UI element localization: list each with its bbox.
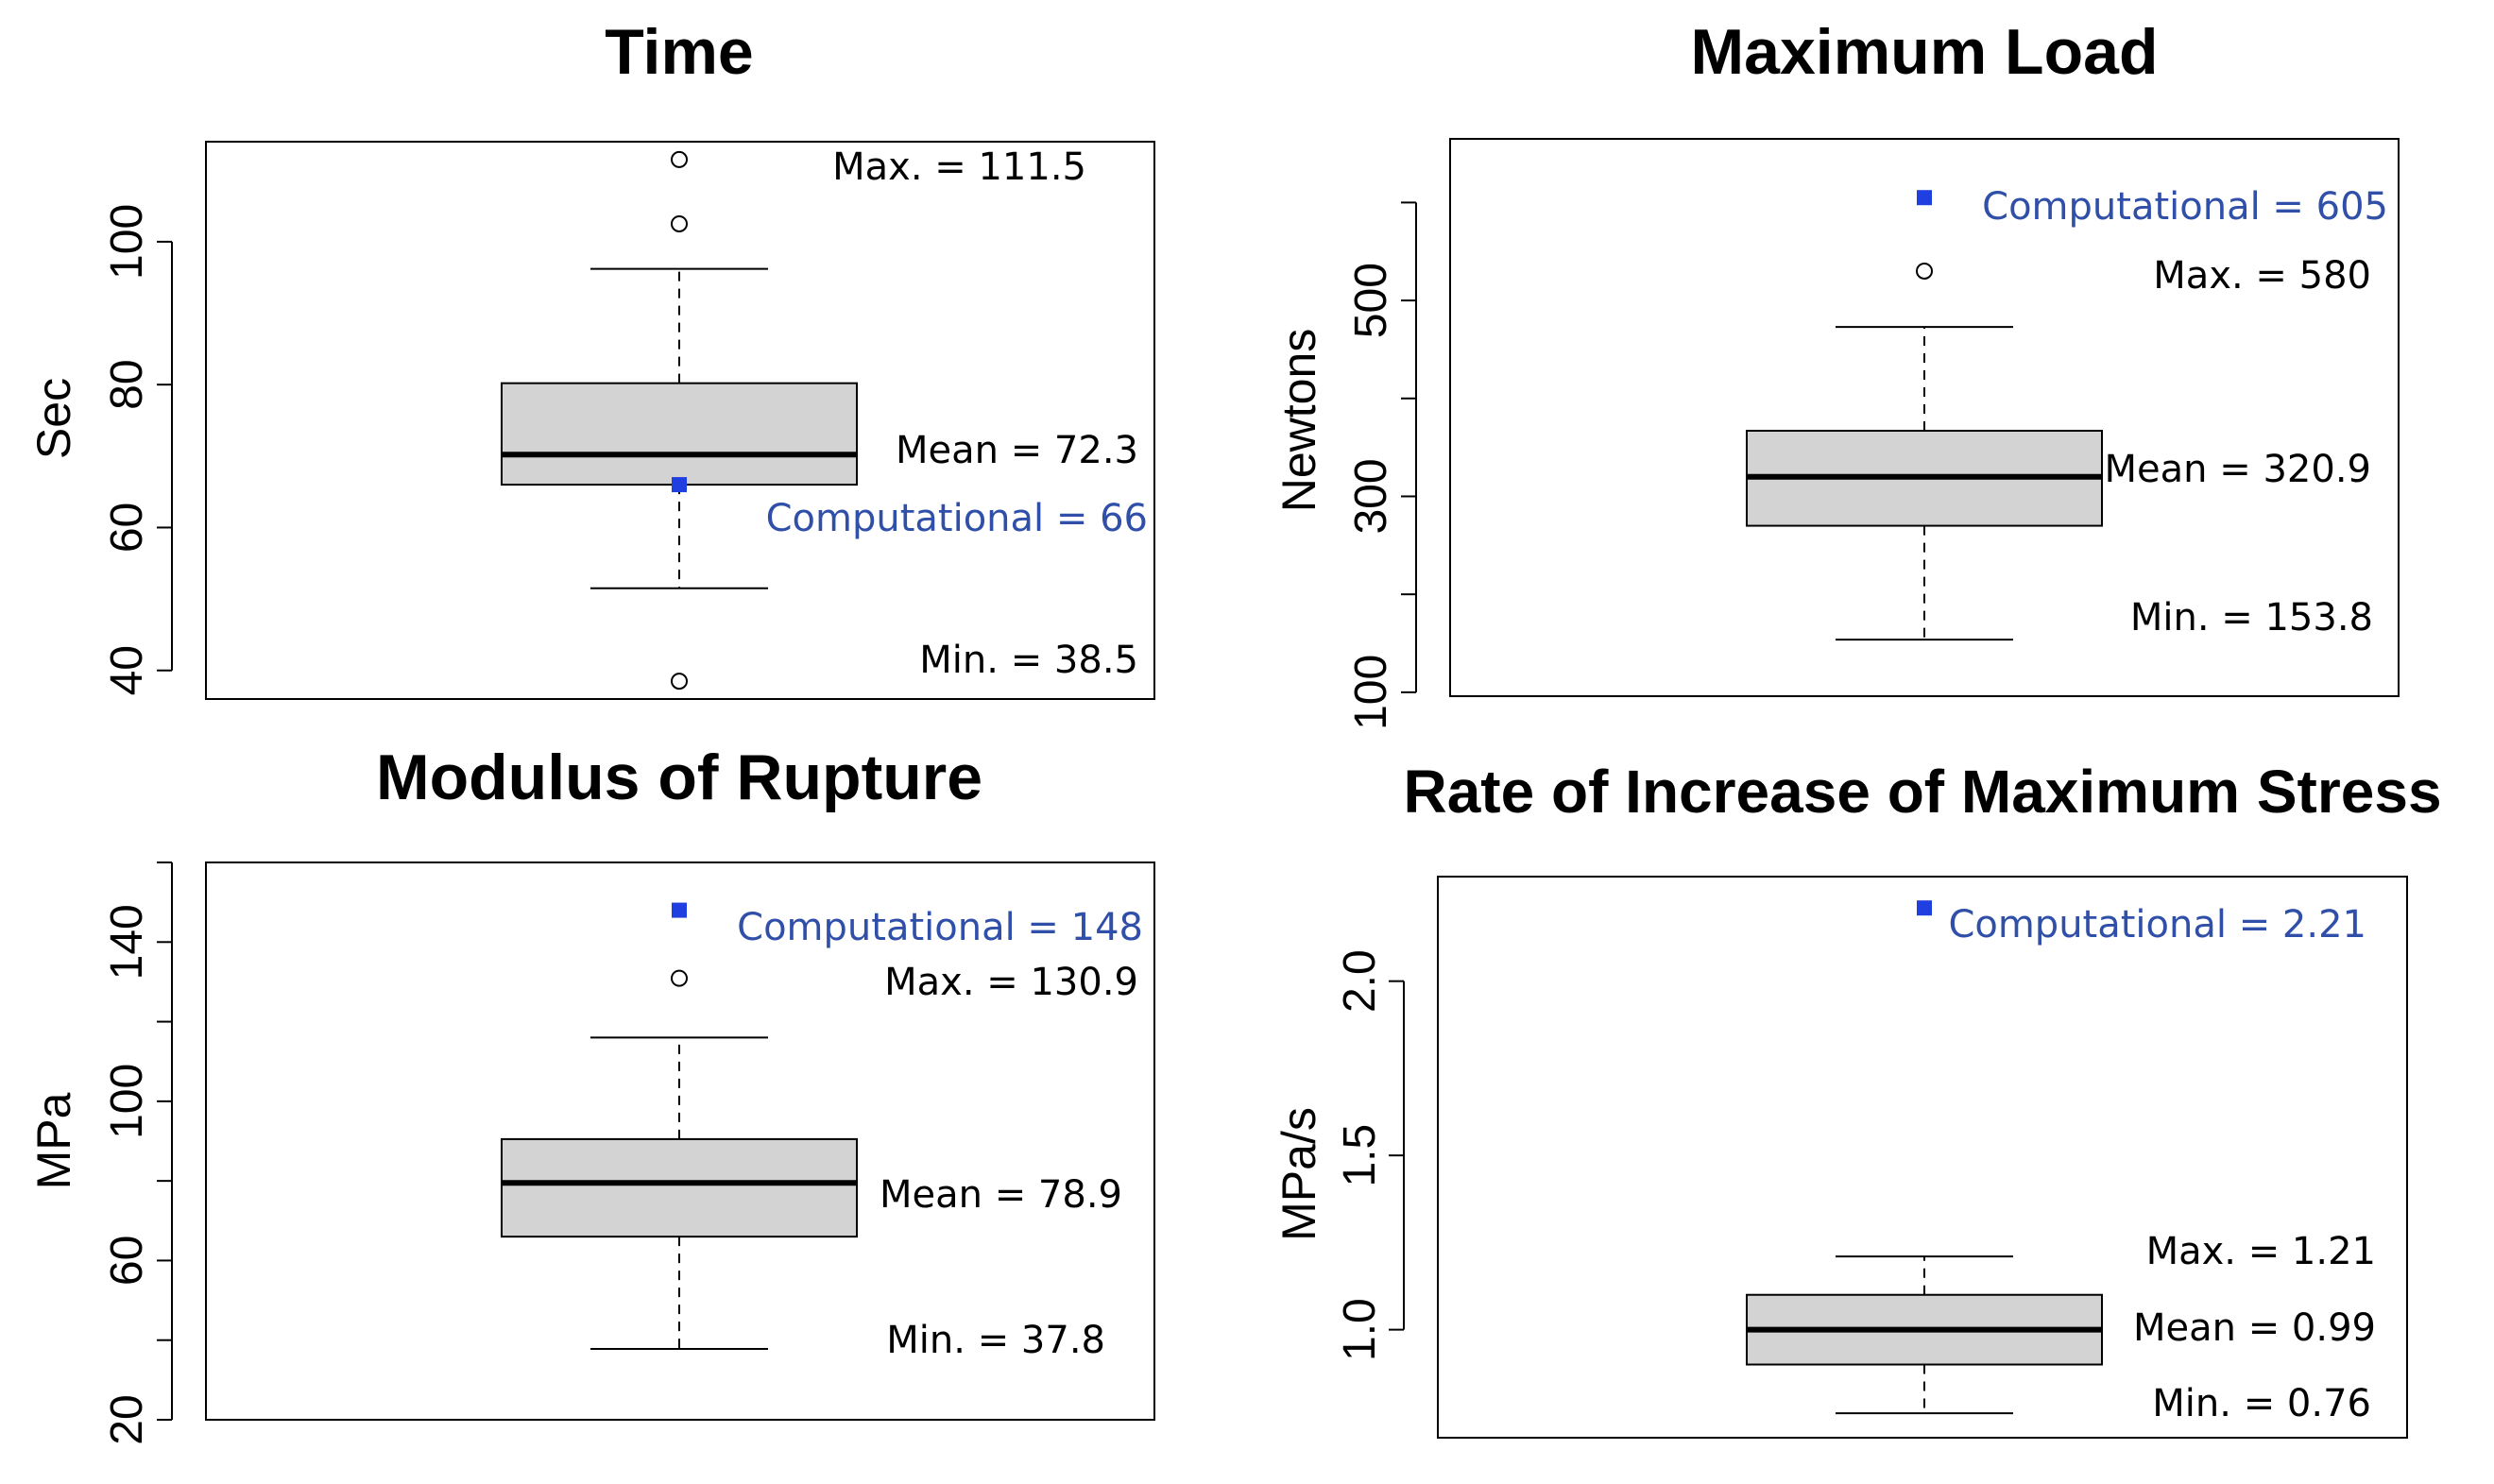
outlier-point	[671, 214, 688, 232]
computational-marker	[672, 477, 687, 493]
computational-marker	[672, 902, 687, 918]
annotation-mean: Mean = 320.9	[2105, 448, 2371, 491]
boxplot-maximum-load: Maximum Load Newtons 100 300 500 Computati…	[1273, 16, 2400, 730]
outlier-point	[1916, 262, 1933, 280]
y-tick-label: 60	[102, 1236, 152, 1286]
y-tick-label: 500	[1346, 263, 1396, 338]
annotation-max: Max. = 1.21	[2146, 1230, 2376, 1273]
annotation-min: Min. = 153.8	[2130, 596, 2373, 640]
annotation-mean: Mean = 78.9	[880, 1173, 1122, 1217]
y-tick-label: 300	[1346, 458, 1396, 534]
chart-title: Time	[605, 16, 753, 88]
annotation-min: Min. = 0.76	[2152, 1382, 2371, 1425]
y-tick-label: 1.0	[1335, 1298, 1385, 1361]
y-axis-label: Sec	[27, 378, 80, 459]
y-axis-label: Newtons	[1273, 329, 1325, 513]
annotation-computational: Computational = 66	[766, 497, 1148, 540]
boxplot-time: Time Sec 40 60 80 100 Max. = 111.5 Mean = 7…	[27, 16, 1155, 700]
iqr-box	[501, 1137, 858, 1238]
y-tick-label: 40	[102, 645, 152, 695]
y-tick-label: 100	[102, 204, 152, 280]
y-axis-label: MPa/s	[1273, 1107, 1325, 1241]
plot-frame	[1449, 138, 2400, 697]
plot-frame	[1437, 876, 2408, 1439]
y-axis: 40 60 80 100	[102, 204, 173, 695]
y-axis: 100 300 500	[1346, 201, 1417, 730]
y-tick-label: 100	[102, 1064, 152, 1139]
annotation-mean: Mean = 0.99	[2133, 1306, 2376, 1350]
y-tick-label: 100	[1346, 655, 1396, 730]
y-tick-label: 80	[102, 359, 152, 409]
y-axis: 20 60 100 140	[102, 861, 173, 1445]
annotation-computational: Computational = 605	[1982, 185, 2388, 229]
box-marks	[501, 902, 858, 1350]
annotation-computational: Computational = 2.21	[1948, 903, 2366, 947]
y-tick-label: 60	[102, 503, 152, 553]
outlier-point	[671, 969, 688, 987]
boxplot-modulus-of-rupture: Modulus of Rupture MPa 20 60 100 140 Comput…	[27, 742, 1155, 1445]
annotation-max: Max. = 580	[2153, 254, 2371, 298]
computational-marker	[1917, 190, 1932, 206]
box-marks	[1746, 190, 2103, 641]
plot-frame	[205, 861, 1155, 1421]
chart-title: Rate of Increase of Maximum Stress	[1403, 758, 2441, 826]
chart-title: Maximum Load	[1691, 16, 2159, 88]
y-axis-label: MPa	[27, 1092, 80, 1189]
chart-title: Modulus of Rupture	[376, 742, 982, 813]
plot-frame	[205, 141, 1155, 700]
y-tick-label: 140	[102, 904, 152, 980]
y-tick-label: 2.0	[1335, 949, 1385, 1013]
annotation-min: Min. = 38.5	[919, 639, 1138, 682]
iqr-box	[501, 382, 858, 486]
box-marks	[1746, 900, 2103, 1415]
annotation-computational: Computational = 148	[737, 906, 1143, 949]
box-marks	[501, 150, 858, 691]
y-tick-label: 20	[102, 1394, 152, 1444]
y-tick-label: 1.5	[1335, 1124, 1385, 1187]
y-axis: 1.0 1.5 2.0	[1335, 949, 1405, 1361]
annotation-max: Max. = 111.5	[832, 145, 1086, 189]
annotation-mean: Mean = 72.3	[896, 429, 1138, 472]
computational-marker	[1917, 900, 1932, 916]
annotation-min: Min. = 37.8	[886, 1319, 1105, 1362]
outlier-point	[671, 150, 688, 168]
outlier-point	[671, 673, 688, 691]
annotation-max: Max. = 130.9	[884, 961, 1138, 1004]
